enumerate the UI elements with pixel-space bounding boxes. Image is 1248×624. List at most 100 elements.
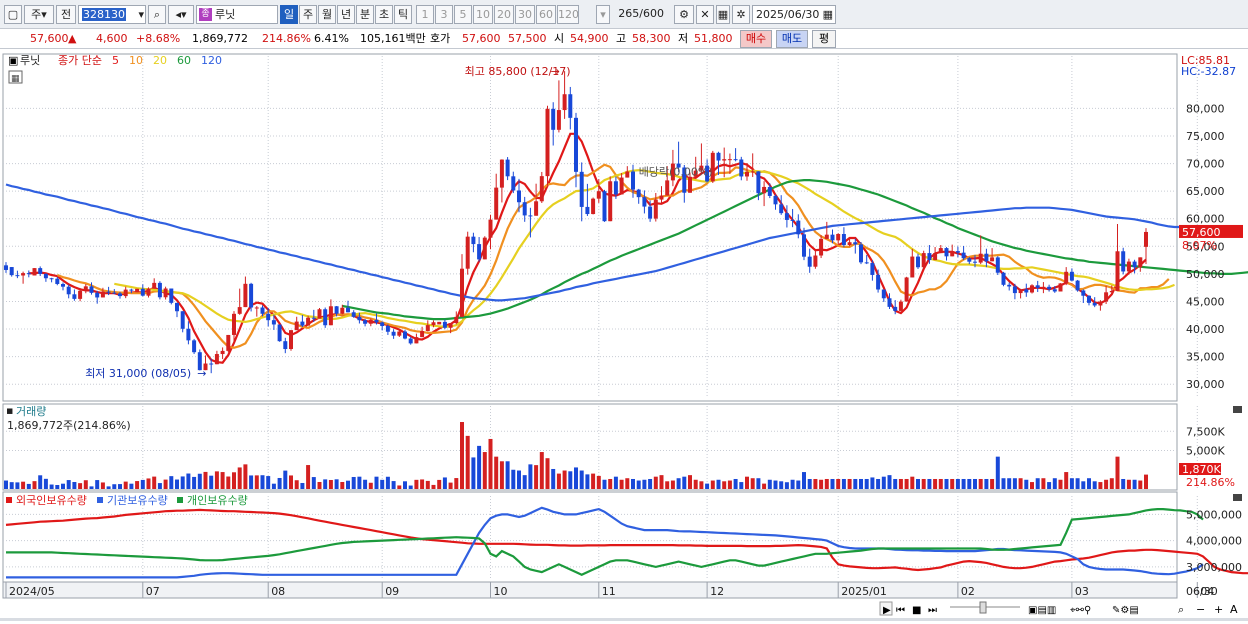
candle-body [243, 283, 248, 308]
price-legend-stock: 루닛 [20, 54, 40, 67]
candle-body [990, 257, 995, 262]
chart-area[interactable]: 80,000 75,000 70,000 65,000 60,000 55,000 50,0… [0, 50, 1248, 621]
rewind-icon[interactable]: ⏮ [896, 605, 905, 616]
candle-body [471, 236, 476, 245]
period-button-4[interactable]: 분 [356, 5, 374, 24]
stop-icon[interactable]: ■ [912, 605, 921, 616]
ma-legend-item[interactable]: 10 [129, 54, 143, 67]
candle-body [249, 283, 254, 308]
min-price-label: 최저 31,000 (08/05) [85, 367, 191, 380]
volume-bar [488, 438, 493, 489]
interval-button-0[interactable]: 1 [416, 5, 434, 24]
interval-button-1[interactable]: 3 [435, 5, 453, 24]
period-button-5[interactable]: 초 [375, 5, 393, 24]
code-input[interactable]: 328130 ▾ [78, 5, 146, 24]
buy-button[interactable]: 매수 [740, 30, 772, 48]
candle-body [442, 321, 447, 328]
chart-type-icon[interactable]: ⚙ [674, 5, 694, 24]
price-panel-frame [2, 53, 1178, 402]
count-display: 265/600 [612, 5, 666, 24]
price-tick-label: 80,000 [1186, 102, 1225, 115]
interval-button-2[interactable]: 5 [454, 5, 472, 24]
ma-legend-item[interactable]: 20 [153, 54, 167, 67]
draw-icon[interactable]: ✎⚙▤ [1112, 605, 1139, 616]
candle-body [391, 331, 396, 336]
interval-button-7[interactable]: 120 [557, 5, 579, 24]
candle-body [123, 289, 128, 297]
interval-dropdown[interactable]: ▾ [596, 5, 610, 24]
crosshair-icon[interactable]: ✕ [696, 5, 714, 24]
interval-button-3[interactable]: 10 [473, 5, 493, 24]
search-zoom-icon[interactable]: ⌕ [1178, 603, 1184, 616]
calendar-icon[interactable]: ▦ [822, 8, 833, 21]
price-tick-label: 30,000 [1186, 378, 1225, 391]
zoom-out-icon[interactable]: − [1196, 603, 1205, 616]
eval-button[interactable]: 평 [812, 30, 836, 48]
layout-icon[interactable]: ▣▤▥ [1028, 605, 1056, 616]
stock-name-field[interactable]: 종 루닛 [196, 5, 278, 24]
volume-bar [1075, 478, 1080, 489]
date-label: 2025/01 [841, 585, 887, 598]
candle-body [921, 253, 926, 268]
sell-button[interactable]: 매도 [776, 30, 808, 48]
quote-low-label: 저 [678, 32, 689, 45]
volume-bar [283, 470, 288, 489]
interval-button-6[interactable]: 60 [536, 5, 556, 24]
price-tick-label: 50,000 [1186, 268, 1225, 281]
period-button-2[interactable]: 월 [318, 5, 336, 24]
interval-button-5[interactable]: 30 [515, 5, 535, 24]
candle-body [574, 117, 578, 172]
period-button-0[interactable]: 일 [280, 5, 298, 24]
candle-body [973, 261, 977, 263]
max-price-label: 최고 85,800 (12/17) [465, 65, 571, 78]
holdings-legend-item[interactable]: 기관보유수량 [107, 494, 168, 507]
ma-legend-item[interactable]: 5 [112, 54, 119, 67]
holdings-legend-swatch [6, 497, 12, 503]
quote-ask-label: 호가 [430, 32, 451, 45]
volume-bar [1024, 479, 1029, 489]
save-icon[interactable]: ▦ [716, 5, 730, 24]
interval-button-4[interactable]: 20 [494, 5, 514, 24]
volume-bar [693, 479, 698, 489]
window-menu-icon[interactable]: ▢ [4, 5, 22, 24]
zoom-handle[interactable] [979, 601, 987, 614]
quote-ask: 57,600 [462, 32, 501, 45]
candle-body [1047, 286, 1052, 290]
candle-body [106, 291, 111, 293]
candle-body [841, 234, 846, 246]
font-size-icon[interactable]: A [1230, 603, 1238, 616]
holdings-legend-item[interactable]: 개인보유수량 [187, 494, 248, 507]
prev-button[interactable]: 전 [56, 5, 76, 24]
candle-body [648, 206, 653, 219]
tools-icon[interactable]: ⌖⚯⚲ [1070, 605, 1091, 616]
volume-bar [767, 479, 772, 489]
period-button-1[interactable]: 주 [299, 5, 317, 24]
date-input[interactable]: 2025/06/30 ▦ [752, 5, 836, 24]
forward-icon[interactable]: ⏭ [928, 605, 937, 616]
volume-bar [32, 481, 37, 489]
period-button-3[interactable]: 년 [337, 5, 355, 24]
volume-bar [425, 480, 430, 489]
volume-bar [112, 484, 117, 489]
volume-bar [237, 467, 242, 489]
holdings-legend-item[interactable]: 외국인보유수량 [16, 494, 87, 507]
candle-body [482, 237, 487, 260]
search-icon[interactable]: ⌕ [148, 5, 166, 24]
volume-title: 거래량 [16, 405, 46, 418]
calc-icon[interactable] [8, 70, 23, 84]
speaker-icon[interactable]: ◂▾ [168, 5, 194, 24]
zoom-in-icon[interactable]: + [1214, 603, 1223, 616]
volume-bar [494, 456, 499, 489]
scroll-right-icon[interactable] [879, 601, 893, 616]
ma-legend-item[interactable]: 60 [177, 54, 191, 67]
chart-svg[interactable]: 80,000 75,000 70,000 65,000 60,000 55,000 50,0… [0, 50, 1248, 621]
gear-icon[interactable]: ✲ [732, 5, 750, 24]
candle-body [613, 181, 618, 195]
period-button-6[interactable]: 틱 [394, 5, 412, 24]
ma-legend-item[interactable]: 120 [201, 54, 222, 67]
holdings-legend: 외국인보유수량 기관보유수량 개인보유수량 [6, 494, 248, 507]
holdings-panel-close-icon[interactable] [1233, 494, 1242, 501]
period-main-select[interactable]: 주▾ [24, 5, 54, 24]
volume-panel-close-icon[interactable] [1233, 406, 1242, 413]
